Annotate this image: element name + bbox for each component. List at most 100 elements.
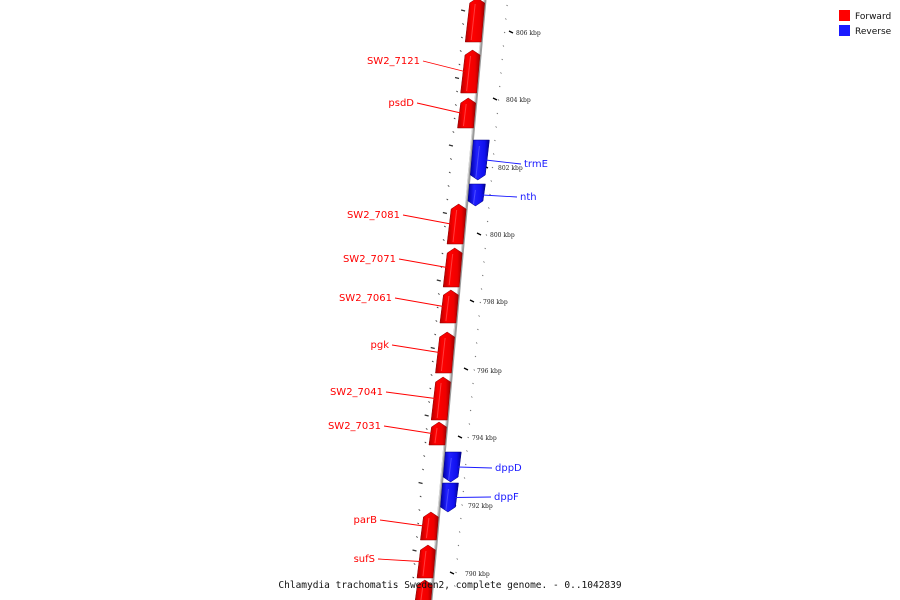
forward-gene-arrow xyxy=(464,0,485,43)
gene-track: SW2_7121 psdD trmE nth SW2_7081 SW2_7071 SW2_7… xyxy=(328,0,548,600)
minor-tick xyxy=(474,355,477,358)
left-tick xyxy=(458,63,461,66)
minor-tick xyxy=(469,409,472,412)
left-tick xyxy=(422,468,425,471)
minor-tick xyxy=(496,112,499,115)
minor-tick xyxy=(485,234,488,236)
minor-tick xyxy=(478,315,480,317)
tick-label: 804 kbp xyxy=(506,97,531,104)
reverse-gene-arrow xyxy=(440,482,459,513)
gene-label: nth xyxy=(520,192,537,203)
forward-gene-arrow xyxy=(428,421,447,446)
tick-label: 800 kbp xyxy=(490,232,515,239)
forward-gene-arrow xyxy=(420,511,439,541)
minor-tick xyxy=(483,261,485,263)
tick-label: 792 kbp xyxy=(468,503,493,510)
minor-tick xyxy=(475,342,478,344)
gene-label: SW2_7041 xyxy=(330,387,383,398)
left-tick xyxy=(417,522,420,525)
minor-tick xyxy=(498,85,501,88)
minor-tick xyxy=(497,99,500,101)
minor-tick xyxy=(479,301,482,304)
left-tick xyxy=(413,563,416,565)
gene-label: SW2_7071 xyxy=(343,254,396,265)
minor-tick xyxy=(486,220,489,223)
tick-label: 796 kbp xyxy=(477,368,502,375)
left-tick xyxy=(428,401,431,403)
forward-gene-arrow xyxy=(446,203,467,245)
gene-highlight xyxy=(434,427,438,444)
left-tick xyxy=(453,117,456,120)
gene-label-leader xyxy=(377,558,421,562)
gene-highlight xyxy=(448,253,454,286)
left-tick xyxy=(459,50,462,52)
minor-tick xyxy=(506,4,508,7)
left-tick xyxy=(429,387,432,390)
legend-forward-swatch xyxy=(839,10,850,21)
gene-highlight xyxy=(452,209,458,243)
gene-label: SW2_7081 xyxy=(347,210,400,221)
gene-label-leader xyxy=(385,391,436,399)
minor-tick xyxy=(503,31,506,34)
tick-mark xyxy=(449,571,455,575)
genome-caption: Chlamydia trachomatis Sweden2, complete … xyxy=(278,580,621,591)
minor-tick xyxy=(471,396,473,398)
minor-tick xyxy=(477,328,479,331)
left-tick xyxy=(442,211,448,215)
minor-tick xyxy=(488,207,490,209)
tick-label: 790 kbp xyxy=(465,571,490,578)
left-tick xyxy=(454,104,457,106)
gene-highlight xyxy=(472,189,476,205)
minor-tick xyxy=(473,369,476,371)
left-tick xyxy=(448,171,451,174)
left-tick xyxy=(446,198,449,201)
minor-tick xyxy=(467,436,469,439)
tick-mark xyxy=(469,299,475,303)
minor-tick xyxy=(457,544,460,547)
minor-tick xyxy=(468,423,471,425)
left-tick xyxy=(460,9,466,12)
left-tick xyxy=(448,144,454,147)
minor-tick xyxy=(454,585,456,587)
gene-label-leader xyxy=(383,425,433,434)
forward-gene-arrow xyxy=(439,289,459,324)
gene-highlight xyxy=(420,585,424,600)
reverse-gene-arrow xyxy=(467,183,486,207)
minor-tick xyxy=(489,193,491,196)
gene-highlight xyxy=(466,55,471,92)
forward-gene-arrow xyxy=(435,331,455,374)
gene-label-leader xyxy=(455,496,492,498)
gene-highlight xyxy=(425,517,430,539)
left-tick xyxy=(418,509,421,511)
left-tick xyxy=(424,441,427,444)
forward-gene-arrow xyxy=(460,49,481,94)
minor-ticks xyxy=(454,4,508,587)
gene-label: psdD xyxy=(388,98,414,109)
gene-highlight xyxy=(422,550,427,577)
reverse-gene-arrow xyxy=(470,139,490,181)
legend-reverse-label: Reverse xyxy=(855,27,892,37)
left-tick xyxy=(450,158,452,160)
minor-tick xyxy=(464,463,467,466)
gene-highlight xyxy=(462,103,467,127)
tick-label: 794 kbp xyxy=(472,435,497,442)
gene-label-leader xyxy=(422,60,465,72)
minor-tick xyxy=(492,153,495,155)
minor-tick xyxy=(466,450,468,452)
minor-tick xyxy=(502,45,505,47)
minor-tick xyxy=(491,166,494,169)
left-tick xyxy=(452,131,455,133)
left-tick xyxy=(436,306,439,309)
left-tick xyxy=(419,495,422,498)
left-tick xyxy=(435,320,438,322)
tick-label: 802 kbp xyxy=(498,165,523,172)
gene-label: dppD xyxy=(495,463,522,474)
left-tick xyxy=(434,333,437,336)
gene-label-leader xyxy=(402,214,451,225)
gene-label-leader xyxy=(379,519,424,527)
axis-ticks: 806 kbp 804 kbp 802 kbp 800 kbp 798 kbp … xyxy=(449,30,541,578)
gene-label-leader xyxy=(416,102,461,114)
gene-label: sufS xyxy=(354,554,375,565)
gene-highlight xyxy=(470,3,476,41)
